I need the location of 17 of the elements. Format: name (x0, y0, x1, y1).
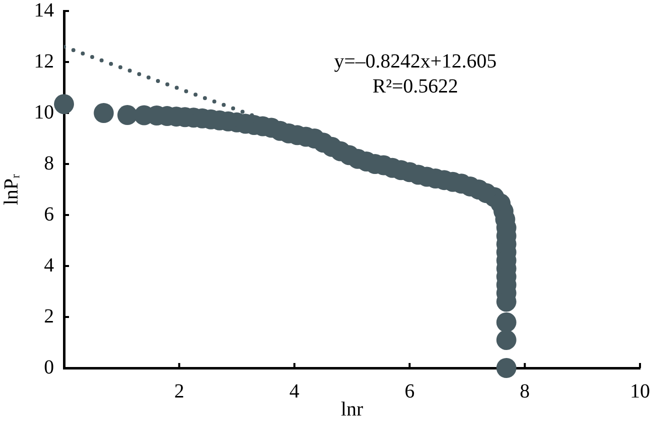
y-tick-label: 4 (44, 254, 54, 276)
annotation: y=–0.8242x+12.605 (334, 50, 497, 72)
y-tick-label: 6 (44, 203, 54, 226)
x-tick-label: 10 (630, 380, 650, 402)
x-axis-title: lnr (340, 398, 364, 420)
y-axis-title: lnPᵣ (0, 173, 22, 206)
y-tick-label: 0 (44, 356, 54, 378)
x-tick-label: 6 (404, 380, 415, 402)
y-tick-label: 2 (44, 305, 54, 328)
x-tick-label: 2 (174, 380, 184, 402)
x-tick-label: 8 (520, 380, 530, 402)
y-tick-label: 14 (34, 0, 54, 22)
x-tick-label: 4 (289, 380, 300, 402)
annotation: R²=0.5622 (372, 75, 458, 98)
y-tick-label: 8 (44, 152, 54, 174)
y-tick-label: 10 (34, 101, 54, 124)
y-tick-label: 12 (34, 50, 54, 72)
